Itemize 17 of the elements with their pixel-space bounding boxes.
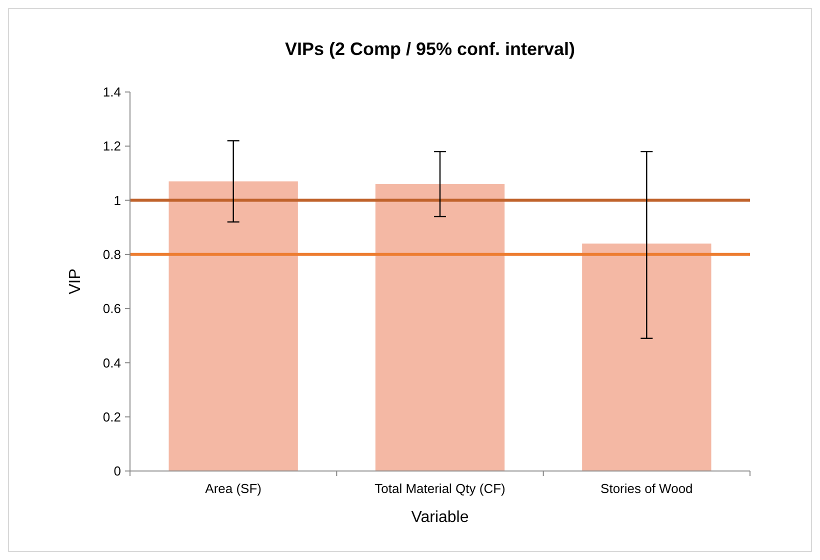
y-tick-label: 1	[114, 192, 121, 208]
bar	[582, 244, 712, 471]
bar	[168, 181, 298, 471]
y-axis-title: VIP	[67, 268, 84, 294]
y-tick-label: 0.4	[102, 355, 121, 370]
y-tick-label: 0.6	[102, 301, 121, 316]
y-tick-label: 0.8	[102, 246, 121, 262]
bar	[375, 184, 505, 471]
y-tick-label: 1.4	[102, 84, 121, 100]
y-tick-label: 1.2	[102, 138, 121, 154]
x-tick-label: Total Material Qty (CF)	[374, 481, 506, 496]
x-axis-title: Variable	[411, 509, 469, 526]
chart-title: VIPs (2 Comp / 95% conf. interval)	[284, 39, 576, 59]
y-tick-label: 0	[114, 464, 121, 479]
x-tick-label: Stories of Wood	[600, 481, 693, 496]
y-tick-label: 0.2	[102, 409, 121, 424]
x-tick-label: Area (SF)	[205, 481, 262, 496]
